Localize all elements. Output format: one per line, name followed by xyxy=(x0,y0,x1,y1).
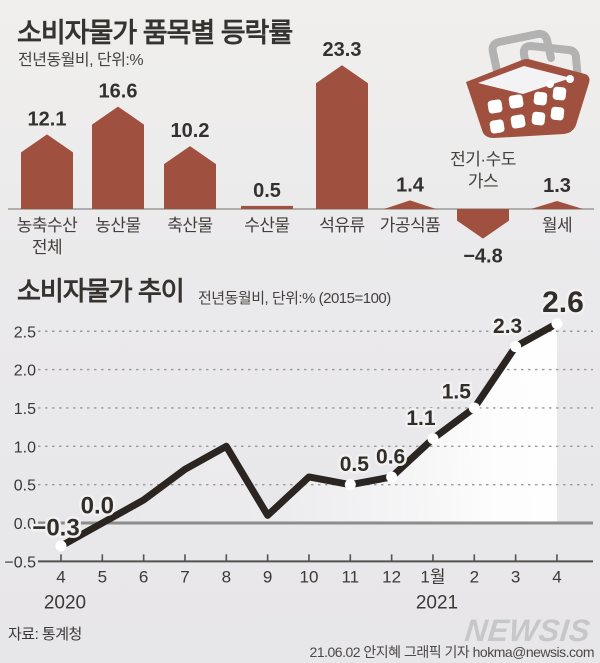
bar-category-label: 농산물 xyxy=(95,216,140,235)
x-tick-label: 11 xyxy=(341,567,359,586)
bar-category-label: 석유류 xyxy=(319,216,364,235)
x-tick-label: 5 xyxy=(98,567,107,586)
bar xyxy=(457,209,509,239)
bar-value-label: −4.8 xyxy=(463,246,502,268)
year-label: 2020 xyxy=(44,592,86,613)
bar-category-label: 전체 xyxy=(32,238,62,257)
point-label: −0.3 xyxy=(32,514,79,541)
point-label: 2.6 xyxy=(542,286,584,319)
basket-handles xyxy=(488,29,583,116)
data-point-dot xyxy=(510,341,522,353)
data-source-label: 자료: 통계청 xyxy=(8,626,82,643)
point-label: 2.3 xyxy=(493,315,522,338)
x-tick-label: 7 xyxy=(180,567,189,586)
bar xyxy=(531,200,583,209)
byline-credit: 21.06.02 안지혜 그래픽 기자 hokma@newsis.com xyxy=(309,644,595,660)
x-tick-label: 10 xyxy=(300,567,319,586)
data-point-dot xyxy=(551,318,563,330)
bar-value-label: 0.5 xyxy=(253,180,281,202)
y-tick-label: −0.5 xyxy=(4,554,36,571)
x-tick-label: 1월 xyxy=(420,567,445,586)
shopping-basket-icon xyxy=(466,29,590,138)
x-tick-label: 4 xyxy=(56,567,65,586)
bar-value-label: 23.3 xyxy=(323,39,362,61)
line-chart-title: 소비자물가 추이 xyxy=(17,276,185,306)
bar xyxy=(92,106,144,209)
y-tick-label: 2.5 xyxy=(14,324,36,341)
y-tick-label: 0.5 xyxy=(14,478,36,495)
y-tick-label: 1.5 xyxy=(14,401,36,418)
point-label: 0.5 xyxy=(340,453,370,476)
bar-chart-title: 소비자물가 품목별 등락률 xyxy=(17,18,293,48)
point-label: 0.0 xyxy=(81,492,114,519)
x-tick-label: 3 xyxy=(511,567,520,586)
bar-category-label: 월세 xyxy=(542,216,572,235)
bar-value-label: 16.6 xyxy=(99,81,138,103)
data-point-dot xyxy=(344,479,356,491)
bar-chart-subtitle: 전년동월비, 단위:% xyxy=(18,52,144,69)
line-chart: 2.5 2.0 1.5 1.0 0.5 0.0 −0.5 4 5 6 7 8 9 10 11 12 1월 2 3 4 2… xyxy=(4,284,593,613)
year-label: 2021 xyxy=(416,592,458,613)
bar-value-label: 1.3 xyxy=(543,175,571,197)
point-label: 1.1 xyxy=(406,407,436,430)
point-label: 1.5 xyxy=(442,380,472,403)
y-tick-label: 1.0 xyxy=(14,439,36,456)
bar-value-label: 12.1 xyxy=(28,108,67,130)
data-point-dot xyxy=(468,402,480,414)
basket-body xyxy=(466,59,590,138)
bar-category-label: 수산물 xyxy=(244,216,289,235)
x-tick-label: 2 xyxy=(470,567,479,586)
x-tick-label: 12 xyxy=(382,567,401,586)
bar xyxy=(164,146,216,209)
x-tick-label: 4 xyxy=(552,567,561,586)
bar xyxy=(316,65,368,209)
bar-value-label: 1.4 xyxy=(396,174,425,196)
x-tick-label: 6 xyxy=(139,567,148,586)
bar-category-label: 농축수산 xyxy=(17,216,78,235)
y-tick-label: 2.0 xyxy=(14,363,36,380)
bar xyxy=(384,200,436,209)
bar xyxy=(21,134,73,209)
data-point-dot xyxy=(427,433,439,445)
y-tick-label: 0.0 xyxy=(14,516,36,533)
data-point-dot xyxy=(386,471,398,483)
area-fill xyxy=(61,323,557,547)
data-point-dot xyxy=(55,540,67,552)
x-tick-label: 9 xyxy=(263,567,272,586)
x-tick-label: 8 xyxy=(222,567,231,586)
bar-category-label: 가공식품 xyxy=(380,216,441,235)
bar xyxy=(241,205,293,209)
bar-value-label: 10.2 xyxy=(171,120,210,142)
bar-category-label: 가스 xyxy=(468,172,498,191)
bar-category-label: 축산물 xyxy=(167,216,212,235)
point-label: 0.6 xyxy=(376,445,405,468)
line-chart-subtitle: 전년동월비, 단위:% (2015=100) xyxy=(198,290,391,307)
bar-category-label: 전기·수도 xyxy=(450,150,516,169)
